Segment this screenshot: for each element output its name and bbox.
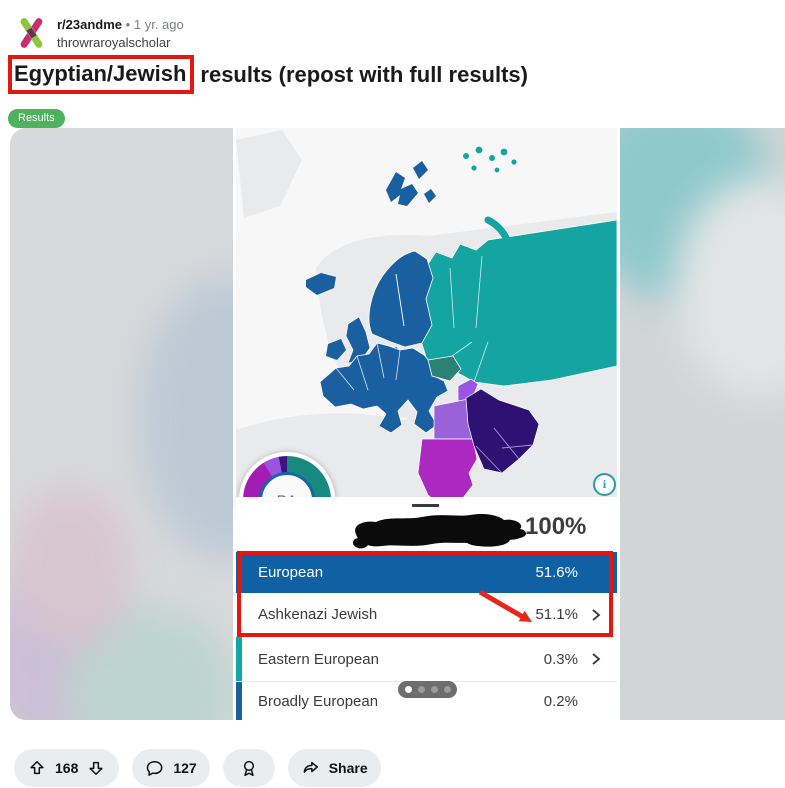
post-meta: r/23andme • 1 yr. ago throwraroyalschola… (57, 15, 184, 50)
media-blur-left (10, 128, 233, 720)
row-label: European (258, 564, 324, 581)
subreddit-link[interactable]: r/23andme (57, 17, 123, 32)
row-european[interactable]: European 51.6% (236, 552, 617, 593)
europe-middleeast-map-graphic (236, 128, 618, 508)
media-blur-right (620, 128, 785, 720)
post-media[interactable]: i RA 100% European 51.6% Ashkenazi Jewis… (10, 128, 785, 720)
row-ashkenazi-jewish[interactable]: Ashkenazi Jewish 51.1% (236, 593, 617, 636)
carousel-dot (430, 686, 438, 693)
vote-pill: 168 (14, 749, 120, 787)
row-color-stripe (236, 682, 242, 720)
upvote-icon[interactable] (27, 758, 47, 778)
share-label: Share (328, 760, 368, 776)
carousel-dot-active (404, 686, 412, 693)
flair-results-badge[interactable]: Results (8, 109, 65, 128)
row-value: 51.1% (535, 606, 578, 623)
row-label: Eastern European (258, 650, 379, 668)
upvote-count: 168 (55, 760, 79, 776)
share-button[interactable]: Share (287, 749, 381, 787)
row-label: Broadly European (258, 692, 379, 710)
post-header: r/23andme • 1 yr. ago throwraroyalschola… (14, 15, 184, 51)
row-value: 51.6% (535, 564, 578, 581)
total-percent: 100% (525, 513, 587, 540)
meta-line: r/23andme • 1 yr. ago (57, 17, 184, 32)
post-action-bar: 168 127 Share (14, 749, 381, 787)
row-value: 0.3% (543, 650, 578, 668)
carousel-dots[interactable] (398, 681, 457, 698)
sheet-drag-handle[interactable] (412, 504, 439, 507)
carousel-dot (443, 686, 451, 693)
row-value: 0.2% (543, 692, 578, 710)
ancestry-rows: European 51.6% Ashkenazi Jewish 51.1% Ea… (236, 552, 617, 720)
comments-button[interactable]: 127 (132, 749, 210, 787)
ancestry-map: i (236, 128, 618, 508)
award-button[interactable] (222, 749, 275, 787)
carousel-dot (417, 686, 425, 693)
title-rest: results (repost with full results) (200, 61, 528, 87)
app-screenshot: i RA 100% European 51.6% Ashkenazi Jewis… (236, 128, 618, 720)
downvote-icon[interactable] (86, 758, 106, 778)
post-title[interactable]: Egyptian/Jewish results (repost with ful… (8, 55, 528, 94)
info-icon[interactable]: i (593, 473, 616, 496)
subreddit-23andme-logo-icon[interactable] (14, 15, 48, 51)
post-age: 1 yr. ago (133, 17, 184, 32)
results-bottom-sheet: 100% European 51.6% Ashkenazi Jewish 51.… (236, 497, 617, 720)
row-color-stripe (236, 637, 242, 681)
award-ribbon-icon (243, 760, 254, 777)
row-label: Ashkenazi Jewish (258, 606, 378, 623)
author-link[interactable]: throwraroyalscholar (57, 35, 171, 50)
share-icon (303, 761, 318, 773)
title-highlight-redbox: Egyptian/Jewish (8, 55, 195, 94)
chevron-right-icon[interactable] (589, 608, 603, 622)
chevron-right-icon[interactable] (589, 652, 603, 666)
redacted-name-scribble (352, 513, 527, 549)
comment-icon (147, 761, 163, 776)
row-eastern-european[interactable]: Eastern European 0.3% (236, 636, 617, 681)
meta-separator: • (125, 17, 131, 32)
comment-count: 127 (173, 760, 197, 776)
